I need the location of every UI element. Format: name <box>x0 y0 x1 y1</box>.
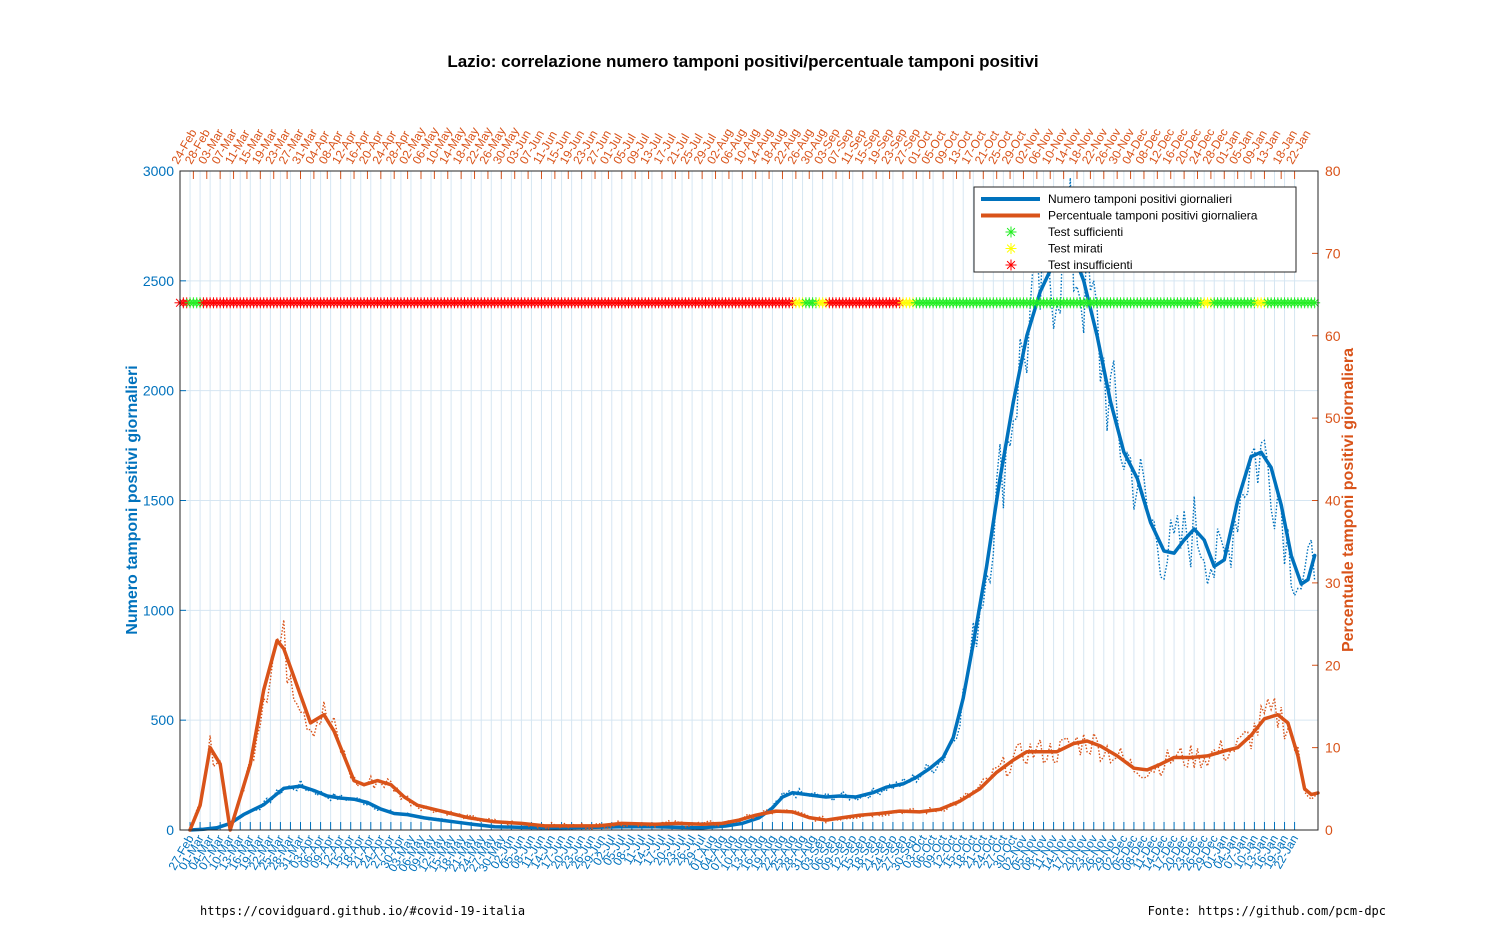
y-tick-label-left: 0 <box>166 822 174 838</box>
legend-entry-label: Test insufficienti <box>1048 258 1133 272</box>
y-tick-label-left: 1000 <box>143 602 174 618</box>
status-marker-sufficienti <box>1309 297 1321 309</box>
y-tick-label-left: 2000 <box>143 383 174 399</box>
y-tick-label-right: 50 <box>1325 410 1341 426</box>
y-tick-label-left: 2500 <box>143 273 174 289</box>
series <box>188 177 1320 832</box>
legend-entry-label: Percentuale tamponi positivi giornaliera <box>1048 209 1258 223</box>
legend-box <box>973 186 1297 273</box>
y-tick-label-left: 500 <box>151 712 175 728</box>
series-positivi-daily <box>189 177 1316 831</box>
axis-labels: Numero tamponi positivi giornalieri Perce… <box>124 348 1357 652</box>
y-tick-label-right: 10 <box>1325 740 1341 756</box>
y-tick-label-left: 3000 <box>143 163 174 179</box>
y-tick-label-left: 1500 <box>143 493 174 509</box>
legend-star-swatch <box>1005 259 1017 271</box>
series-positivi-trend <box>188 248 1317 832</box>
y-axis-label-right: Percentuale tamponi positivi giornaliera <box>1340 348 1357 652</box>
legend-entry-label: Test mirati <box>1048 242 1103 256</box>
y-tick-label-right: 70 <box>1325 245 1341 261</box>
y-tick-label-right: 80 <box>1325 163 1341 179</box>
plot-frame <box>179 170 1319 831</box>
legend[interactable]: Numero tamponi positivi giornalieri Perce… <box>973 186 1297 273</box>
footer-source-link[interactable]: https://covidguard.github.io/#covid-19-i… <box>200 904 526 918</box>
legend-star-swatch <box>1005 243 1017 254</box>
axes-ticks: 0 500 1000 1500 2000 2500 3000 0 10 20 30 40 50 60 70 8… <box>143 125 1341 874</box>
y-tick-label-right: 60 <box>1325 328 1341 344</box>
legend-entry-label: Test sufficienti <box>1048 225 1123 239</box>
y-axis-label-left: Numero tamponi positivi giornalieri <box>124 365 141 634</box>
y-tick-label-right: 40 <box>1325 493 1341 509</box>
footer-data-source: Fonte: https://github.com/pcm-dpc <box>1147 904 1386 918</box>
y-tick-label-right: 20 <box>1325 657 1341 673</box>
legend-entry-label: Numero tamponi positivi giornalieri <box>1048 192 1232 206</box>
legend-star-swatch <box>1005 226 1017 238</box>
test-status-markers <box>174 297 1321 309</box>
chart-title: Lazio: correlazione numero tamponi posit… <box>447 52 1038 71</box>
series-percentuale-trend <box>188 638 1320 832</box>
y-tick-label-right: 0 <box>1325 822 1333 838</box>
y-tick-label-right: 30 <box>1325 575 1341 591</box>
